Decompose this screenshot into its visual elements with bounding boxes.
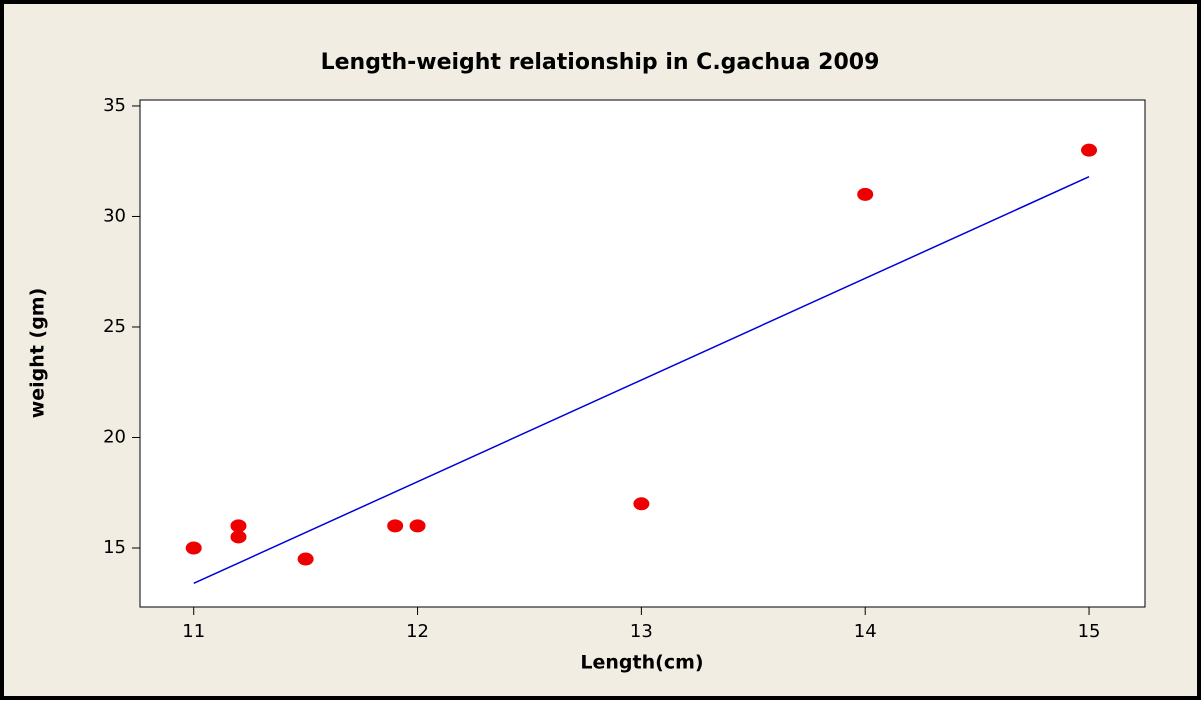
fit-line <box>193 176 1090 585</box>
x-tick-label: 11 <box>182 621 205 642</box>
point <box>409 519 426 533</box>
x-tick-label: 12 <box>406 621 429 642</box>
point <box>633 497 650 511</box>
point <box>230 530 247 544</box>
y-tick-label: 20 <box>103 426 126 447</box>
x-axis-label: Length(cm) <box>580 652 703 674</box>
point <box>1081 143 1098 157</box>
y-tick-label: 30 <box>103 205 126 226</box>
x-tick-label: 15 <box>1078 621 1101 642</box>
y-tick-label: 25 <box>103 316 126 337</box>
point <box>185 541 202 555</box>
point <box>297 552 314 566</box>
point <box>857 187 874 201</box>
x-tick-label: 14 <box>854 621 877 642</box>
y-tick-label: 15 <box>103 537 126 558</box>
point <box>387 519 404 533</box>
y-axis-label: weight (gm) <box>27 288 49 419</box>
chart-title: Length-weight relationship in C.gachua 2… <box>321 50 880 75</box>
point <box>230 519 247 533</box>
x-tick-label: 13 <box>630 621 653 642</box>
plot-area <box>139 99 1146 608</box>
y-tick-label: 35 <box>103 95 126 116</box>
